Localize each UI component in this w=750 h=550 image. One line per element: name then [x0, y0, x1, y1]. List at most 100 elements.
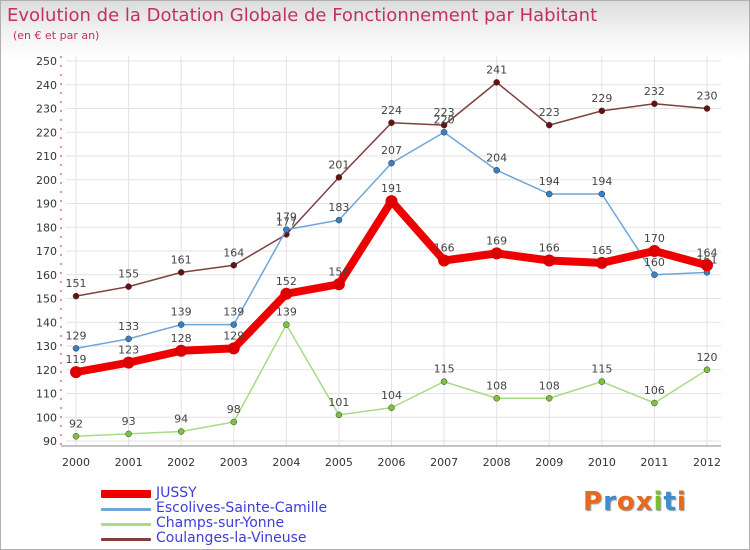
data-point-coulanges-la-vineuse: [493, 79, 500, 86]
data-point-escolives-sainte-camille: [388, 159, 395, 167]
data-label-escolives-sainte-camille: 139: [223, 306, 244, 319]
data-label-escolives-sainte-camille: 207: [381, 144, 402, 157]
x-tick-label: 2008: [483, 456, 511, 469]
logo-letter: i: [676, 487, 687, 517]
data-label-coulanges-la-vineuse: 161: [171, 253, 192, 266]
x-tick-label: 2001: [115, 456, 143, 469]
data-label-coulanges-la-vineuse: 151: [66, 277, 87, 290]
data-point-coulanges-la-vineuse: [177, 269, 185, 276]
data-label-coulanges-la-vineuse: 223: [539, 106, 560, 119]
data-point-escolives-sainte-camille: [546, 190, 553, 198]
data-point-jussy: [490, 247, 503, 260]
y-tick-label: 100: [36, 411, 57, 424]
data-point-jussy: [701, 259, 713, 272]
data-label-jussy: 156: [328, 265, 349, 278]
data-label-champs-sur-yonne: 139: [276, 306, 297, 319]
data-label-champs-sur-yonne: 94: [174, 413, 188, 426]
data-point-jussy: [70, 366, 82, 379]
data-label-escolives-sainte-camille: 133: [118, 320, 139, 333]
x-tick-label: 2011: [640, 456, 668, 469]
data-point-escolives-sainte-camille: [177, 321, 185, 328]
y-tick-label: 240: [36, 79, 57, 92]
data-point-coulanges-la-vineuse: [125, 283, 132, 290]
data-label-champs-sur-yonne: 101: [328, 396, 349, 409]
y-tick-label: 140: [36, 316, 57, 329]
data-point-champs-sur-yonne: [703, 366, 711, 373]
data-point-champs-sur-yonne: [440, 378, 448, 385]
y-tick-label: 120: [36, 364, 57, 377]
x-tick-label: 2007: [430, 456, 458, 469]
y-tick-label: 130: [36, 340, 57, 353]
data-label-champs-sur-yonne: 92: [69, 417, 83, 430]
data-label-champs-sur-yonne: 108: [486, 379, 507, 392]
data-label-coulanges-la-vineuse: 229: [591, 92, 612, 105]
data-point-champs-sur-yonne: [177, 428, 185, 435]
chart-subtitle: (en € et par an): [13, 29, 100, 42]
data-point-escolives-sainte-camille: [72, 345, 80, 352]
data-label-coulanges-la-vineuse: 224: [381, 104, 402, 117]
data-point-jussy: [543, 254, 556, 267]
data-label-escolives-sainte-camille: 220: [434, 113, 455, 126]
logo-letter: P: [583, 487, 604, 517]
data-label-champs-sur-yonne: 104: [381, 389, 402, 402]
data-point-escolives-sainte-camille: [335, 216, 343, 224]
y-tick-label: 90: [43, 435, 57, 448]
data-label-escolives-sainte-camille: 183: [328, 201, 349, 214]
legend-label: Coulanges-la-Vineuse: [156, 530, 307, 546]
data-point-escolives-sainte-camille: [230, 321, 237, 328]
data-point-jussy: [438, 254, 451, 267]
data-label-champs-sur-yonne: 98: [227, 403, 241, 416]
data-label-coulanges-la-vineuse: 241: [486, 63, 507, 76]
data-label-jussy: 169: [486, 234, 507, 247]
data-point-jussy: [595, 256, 608, 269]
data-label-escolives-sainte-camille: 160: [644, 256, 665, 269]
data-label-coulanges-la-vineuse: 201: [328, 158, 349, 171]
data-label-champs-sur-yonne: 108: [539, 379, 560, 392]
data-point-escolives-sainte-camille: [598, 190, 606, 198]
data-label-jussy: 123: [118, 344, 139, 357]
data-point-coulanges-la-vineuse: [440, 121, 448, 129]
data-label-jussy: 166: [434, 242, 455, 255]
data-point-jussy: [122, 356, 135, 369]
data-point-champs-sur-yonne: [598, 378, 606, 385]
y-tick-label: 160: [36, 269, 57, 282]
data-point-coulanges-la-vineuse: [388, 119, 395, 126]
legend-swatch: [101, 507, 151, 511]
data-label-coulanges-la-vineuse: 232: [644, 85, 665, 98]
data-label-champs-sur-yonne: 93: [122, 415, 136, 428]
data-label-champs-sur-yonne: 120: [697, 351, 718, 364]
data-label-jussy: 152: [276, 275, 297, 288]
data-point-escolives-sainte-camille: [493, 167, 500, 174]
data-point-champs-sur-yonne: [388, 404, 395, 411]
data-label-champs-sur-yonne: 115: [434, 363, 455, 376]
x-tick-label: 2010: [588, 456, 616, 469]
logo-letter: t: [663, 487, 677, 517]
chart-title: Evolution de la Dotation Globale de Fonc…: [7, 5, 598, 26]
y-tick-label: 150: [36, 293, 57, 306]
logo-letter: o: [616, 487, 636, 517]
data-point-jussy: [175, 344, 188, 357]
data-point-escolives-sainte-camille: [440, 129, 448, 136]
data-point-champs-sur-yonne: [546, 395, 553, 402]
data-label-coulanges-la-vineuse: 177: [276, 215, 297, 228]
data-point-escolives-sainte-camille: [283, 226, 290, 233]
data-point-jussy: [332, 278, 345, 291]
x-tick-label: 2000: [62, 456, 90, 469]
data-label-champs-sur-yonne: 115: [591, 363, 612, 376]
y-tick-label: 200: [36, 174, 57, 187]
data-point-coulanges-la-vineuse: [703, 105, 711, 112]
data-label-jussy: 164: [697, 246, 718, 259]
y-tick-label: 110: [36, 388, 57, 401]
logo-letter: i: [653, 487, 664, 517]
data-label-escolives-sainte-camille: 194: [539, 175, 560, 188]
data-point-coulanges-la-vineuse: [72, 292, 80, 300]
data-point-champs-sur-yonne: [72, 433, 80, 440]
data-label-coulanges-la-vineuse: 164: [223, 246, 244, 259]
data-point-jussy: [280, 287, 293, 300]
y-tick-label: 220: [36, 126, 57, 139]
y-tick-label: 170: [36, 245, 57, 258]
legend-swatch: [101, 522, 151, 526]
x-tick-label: 2005: [325, 456, 353, 469]
